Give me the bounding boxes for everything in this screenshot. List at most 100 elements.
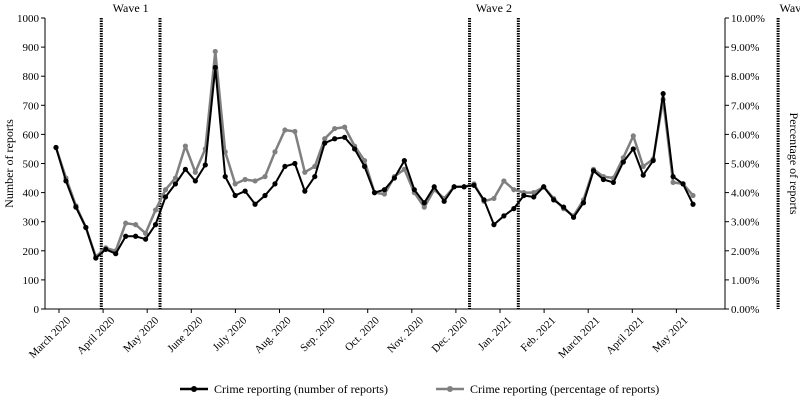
x-tick-label: Sep. 2020 [298, 314, 338, 354]
data-point [262, 192, 268, 199]
data-point [182, 143, 188, 149]
data-point [401, 157, 407, 164]
data-point [212, 64, 218, 71]
y2-tick-label: 10.00% [731, 13, 765, 25]
data-point [690, 192, 696, 199]
data-point [73, 204, 79, 210]
data-point [491, 222, 497, 228]
x-tick-label: Dec. 2020 [430, 314, 471, 355]
data-point [63, 178, 69, 184]
data-point [670, 179, 676, 186]
data-point [292, 128, 298, 135]
data-point [491, 195, 497, 202]
data-point [421, 204, 427, 210]
data-point [133, 222, 139, 228]
data-point [93, 255, 99, 261]
y2-tick-label: 3.00% [731, 217, 759, 229]
data-point [630, 133, 636, 139]
data-point [521, 192, 527, 199]
data-point [152, 207, 159, 213]
data-point [172, 181, 179, 187]
x-tick-label: Oct. 2020 [343, 314, 383, 354]
y2-tick-label: 6.00% [731, 129, 759, 141]
data-point [322, 136, 328, 142]
data-point [570, 214, 577, 220]
wave-label: Wave 2 [476, 1, 512, 15]
data-point [391, 175, 398, 181]
x-tick-label: May 2021 [650, 315, 690, 355]
x-tick-label: May 2020 [121, 314, 162, 355]
data-point [83, 224, 89, 231]
data-point [312, 173, 318, 180]
data-point [342, 124, 348, 130]
data-point [123, 220, 129, 226]
x-tick-label: March 2020 [27, 314, 74, 361]
y2-tick-label: 1.00% [731, 275, 759, 287]
y2-tick-label: 4.00% [731, 188, 759, 200]
data-point [332, 125, 338, 132]
axes: 0 100 200 300 400 500 600 700 800 900 1000 0.00% 1.0… [2, 13, 800, 361]
legend-marker [191, 386, 197, 392]
data-point [152, 222, 159, 228]
y2-tick-label: 9.00% [731, 42, 759, 54]
data-point [282, 127, 288, 133]
data-point [471, 182, 477, 188]
data-point [361, 157, 368, 164]
series-line [54, 50, 694, 258]
data-point [610, 179, 616, 186]
data-point [192, 169, 198, 175]
data-point [531, 194, 537, 200]
wave-label: Wave 1 [113, 1, 149, 15]
data-point [103, 246, 109, 252]
x-tick-label: March 2021 [556, 315, 602, 361]
data-point [351, 146, 358, 152]
legend-label: Crime reporting (percentage of reports) [470, 382, 659, 396]
data-point [421, 200, 427, 206]
x-tick-label: April 2021 [604, 315, 646, 357]
y2-axis-title: Percentage of reports [787, 113, 800, 215]
data-point [511, 206, 517, 212]
x-tick-label: April 2020 [75, 314, 118, 357]
data-point [232, 181, 238, 187]
data-point [252, 178, 258, 184]
y2-tick-label: 2.00% [731, 246, 759, 258]
data-point [431, 184, 437, 190]
y2-tick-label: 7.00% [731, 100, 759, 112]
data-point [133, 233, 139, 239]
data-point [630, 146, 636, 152]
data-point [202, 162, 208, 168]
data-point [411, 187, 417, 193]
y-tick-label: 200 [23, 246, 40, 258]
y-tick-label: 800 [23, 71, 40, 83]
y-tick-label: 300 [23, 217, 40, 229]
data-point [172, 175, 179, 181]
y-axis-title: Number of reports [2, 119, 16, 208]
data-point [640, 172, 646, 178]
y-tick-label: 100 [23, 275, 40, 287]
y-tick-label: 600 [23, 129, 40, 141]
data-point [381, 191, 388, 197]
data-point [401, 166, 407, 172]
data-point [252, 201, 258, 207]
x-tick-label: Aug. 2020 [252, 314, 294, 356]
x-tick-label: June 2020 [165, 314, 206, 355]
data-point [222, 173, 228, 180]
series-line [55, 66, 694, 260]
y2-tick-label: 5.00% [731, 159, 759, 171]
data-point [312, 163, 318, 170]
data-point [242, 188, 248, 194]
data-point [342, 134, 348, 140]
data-point [262, 173, 268, 180]
legend-label: Crime reporting (number of reports) [214, 382, 388, 396]
data-point [142, 230, 149, 236]
data-point [272, 181, 278, 187]
data-point [182, 166, 188, 172]
data-point [192, 178, 198, 184]
data-point [292, 160, 298, 167]
x-tick-label: Nov. 2020 [385, 314, 426, 355]
wave-markers: Wave 1 Wave 2 Wave 3 [99, 1, 800, 309]
data-point [162, 194, 169, 200]
y-tick-label: 0 [34, 304, 40, 316]
data-point [640, 163, 646, 170]
